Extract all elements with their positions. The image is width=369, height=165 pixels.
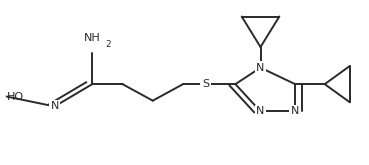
- Text: NH: NH: [84, 33, 101, 43]
- Text: N: N: [256, 63, 265, 73]
- Text: S: S: [202, 79, 209, 89]
- Text: N: N: [51, 101, 59, 111]
- Text: N: N: [291, 106, 299, 116]
- Text: HO: HO: [7, 92, 24, 101]
- Text: N: N: [256, 106, 265, 116]
- Text: 2: 2: [105, 40, 111, 49]
